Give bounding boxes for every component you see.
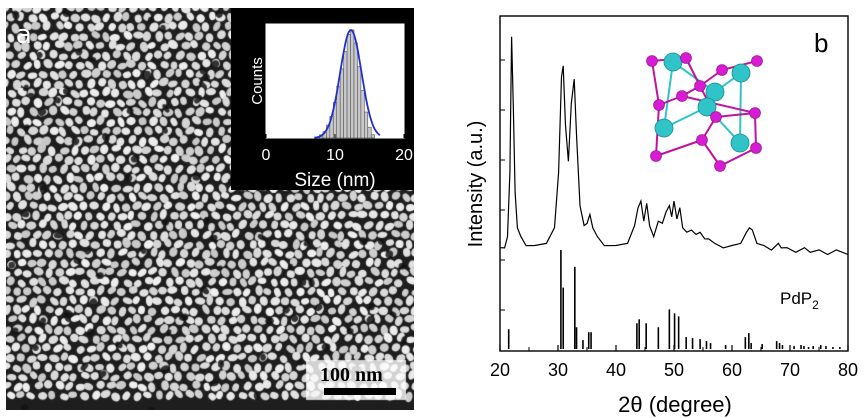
xrd-x-tick-label: 20 <box>490 360 510 380</box>
pd-atom <box>663 52 683 72</box>
pd-atom <box>731 63 751 83</box>
histogram-x-tick-label: 0 <box>262 147 271 164</box>
crystal-bond <box>651 60 660 106</box>
crystal-bond <box>754 112 757 149</box>
p-atom <box>714 160 726 172</box>
xrd-pattern-line <box>499 36 849 256</box>
p-atom <box>710 111 722 123</box>
histogram-bar <box>339 68 344 139</box>
xrd-chart: 20 30 40 50 60 70 80 b PdP2 Intensity (a.u.) 2… <box>465 15 858 417</box>
crystal-structure-model <box>646 52 763 172</box>
histogram-x-label: Size (nm) <box>294 170 375 190</box>
size-histogram-chart: 0 10 20 Counts Size (nm) <box>249 23 413 190</box>
xrd-x-tick-label: 30 <box>548 360 568 380</box>
size-histogram-inset: 0 10 20 Counts Size (nm) <box>231 8 414 190</box>
p-atom <box>650 150 662 162</box>
crystal-bond <box>681 95 756 114</box>
reference-label-main: PdP <box>780 289 812 308</box>
pd-atom <box>730 133 750 153</box>
histogram-x-tick-label: 10 <box>326 147 344 164</box>
crystal-bond <box>739 72 742 144</box>
pd-atom <box>697 97 717 117</box>
xrd-x-tick-label: 60 <box>722 360 742 380</box>
pd-atom <box>654 118 674 138</box>
histogram-y-label: Counts <box>249 57 266 105</box>
xrd-x-tick-label: 70 <box>780 360 800 380</box>
tem-panel: a 100 nm 0 10 20 Counts Size (nm) <box>6 8 414 410</box>
scale-bar-label: 100 nm <box>320 364 383 386</box>
histogram-x-tick-label: 20 <box>395 147 413 164</box>
p-atom <box>694 80 706 92</box>
crystal-bond <box>655 139 703 157</box>
histogram-bar <box>346 34 351 139</box>
reference-label: PdP2 <box>780 289 819 312</box>
xrd-x-tick-label: 50 <box>664 360 684 380</box>
xrd-x-label: 2θ (degree) <box>618 392 732 417</box>
p-atom <box>653 99 665 111</box>
xrd-panel: 20 30 40 50 60 70 80 b PdP2 Intensity (a.u.) 2… <box>450 0 865 418</box>
p-atom <box>751 55 763 67</box>
p-atom <box>646 55 658 67</box>
histogram-bar <box>357 66 362 139</box>
p-atom <box>750 142 762 154</box>
p-atom <box>696 134 708 146</box>
histogram-bar <box>360 90 365 139</box>
panel-label-a: a <box>16 20 32 50</box>
xrd-x-tick-label: 80 <box>838 360 858 380</box>
panel-label-b: b <box>814 28 828 58</box>
crystal-bond <box>663 61 674 129</box>
histogram-bar <box>343 51 348 139</box>
histogram-bar <box>364 111 369 139</box>
p-atom <box>676 90 688 102</box>
xrd-x-tick-label: 40 <box>606 360 626 380</box>
crystal-bond <box>715 112 756 118</box>
xrd-y-label: Intensity (a.u.) <box>465 121 487 248</box>
crystal-bond <box>719 147 757 167</box>
scale-bar <box>324 388 396 395</box>
p-atom <box>680 52 692 64</box>
p-atom <box>749 107 761 119</box>
histogram-bar <box>350 29 355 139</box>
reference-label-subscript: 2 <box>812 298 819 312</box>
pd-atom <box>705 82 725 102</box>
gaussian-fit-curve <box>314 29 381 139</box>
histogram-bar <box>353 42 358 139</box>
histogram-bar <box>370 134 375 139</box>
histogram-bar <box>367 126 372 139</box>
p-atom <box>716 64 728 76</box>
